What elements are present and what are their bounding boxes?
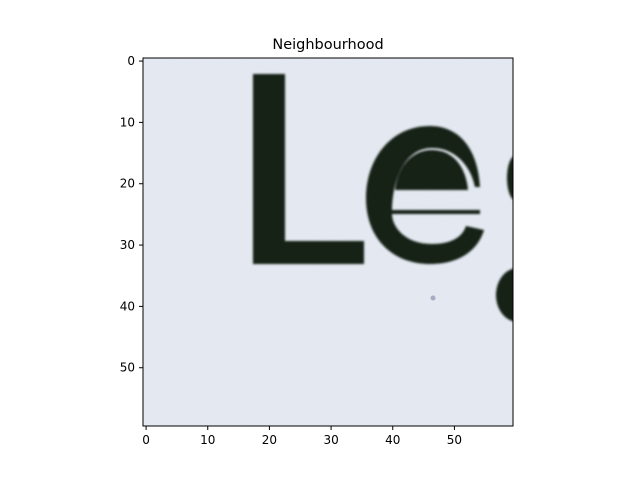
x-tick-label: 0: [142, 433, 150, 447]
x-tick-label: 10: [200, 433, 215, 447]
y-tick-label: 50: [120, 361, 135, 375]
plot-title: Neighbourhood: [272, 37, 383, 53]
x-tick-label: 50: [447, 433, 462, 447]
letter-l-glyph: [253, 74, 364, 264]
y-tick-label: 40: [120, 299, 135, 313]
x-tick-label: 40: [385, 433, 400, 447]
partial-glyph-bottom: [496, 268, 513, 322]
x-tick-label: 30: [323, 433, 338, 447]
image-display: [143, 58, 513, 426]
y-tick-label: 10: [120, 115, 135, 129]
x-axis-ticks: 0 10 20 30 40 50: [142, 426, 462, 447]
partial-glyph-top: [507, 156, 513, 200]
y-tick-label: 20: [120, 177, 135, 191]
y-tick-label: 0: [127, 54, 135, 68]
y-tick-label: 30: [120, 238, 135, 252]
x-tick-label: 20: [262, 433, 277, 447]
y-axis-ticks: 0 10 20 30 40 50: [120, 54, 143, 375]
axes-frame: [142, 57, 514, 427]
letter-glyphs: [253, 74, 513, 322]
letter-e-glyph: [366, 126, 484, 264]
